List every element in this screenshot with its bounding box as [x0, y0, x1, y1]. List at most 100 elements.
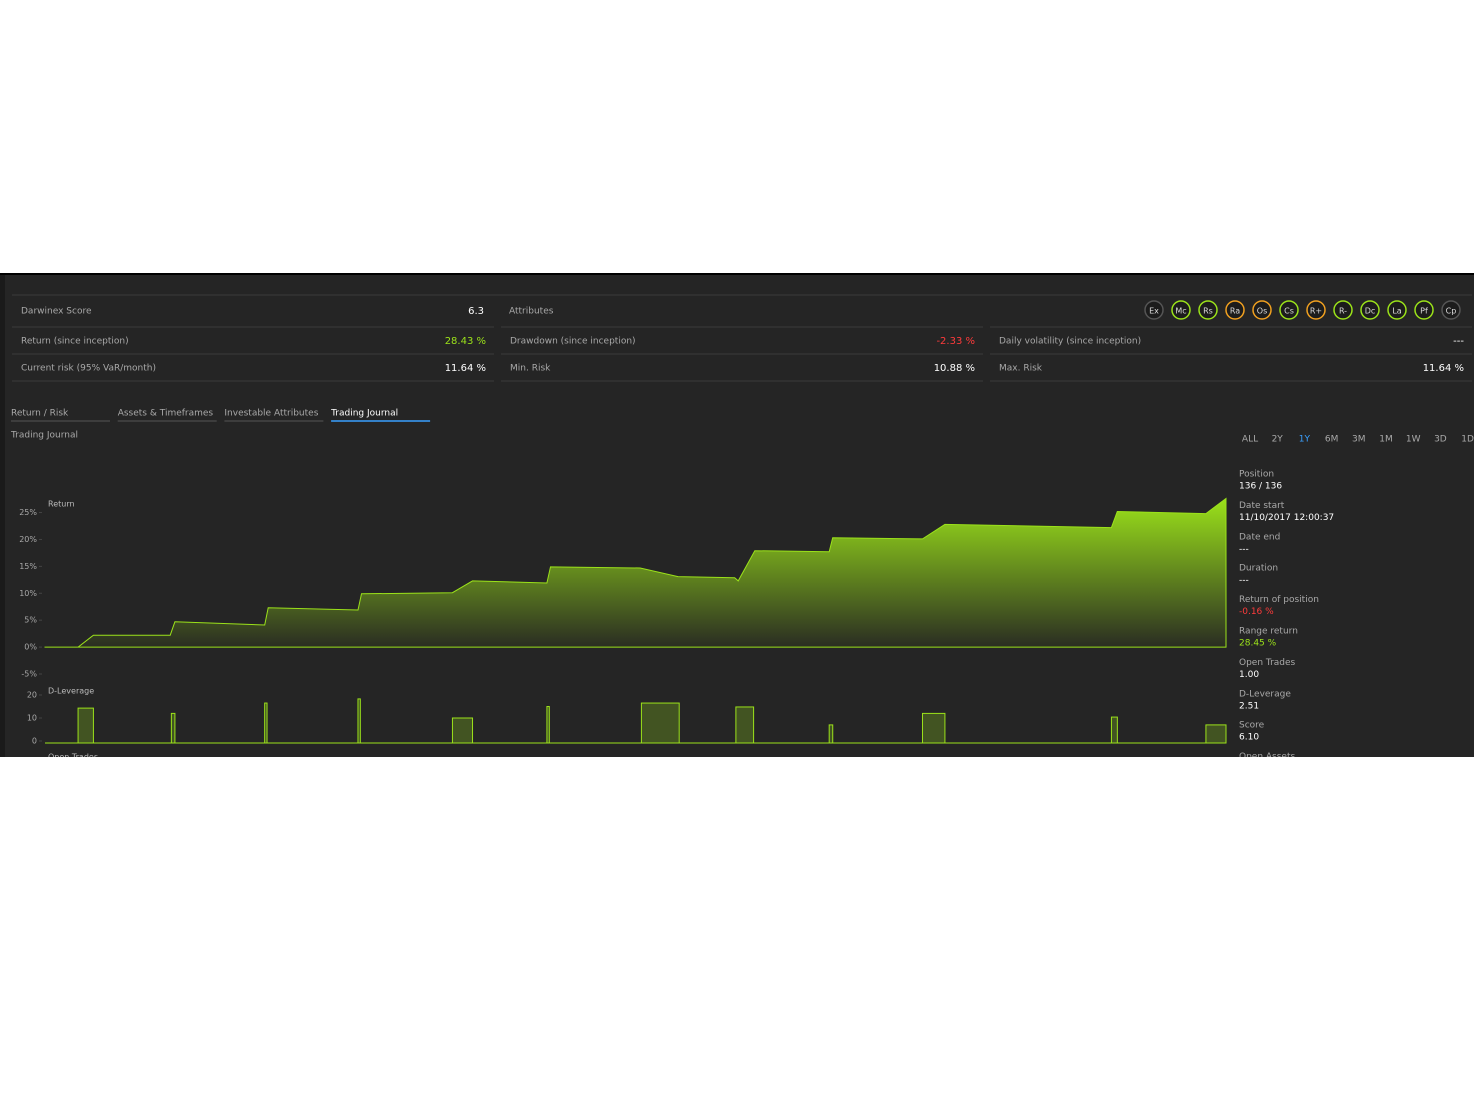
detail-value: 11/10/2017 12:00:37	[1239, 513, 1334, 523]
bar	[170, 712, 176, 744]
range-button[interactable]: 3M	[1352, 435, 1366, 445]
y-tick-label: 10%	[19, 589, 37, 598]
badge-text: Dc	[1365, 307, 1376, 316]
metric-label: Drawdown (since inception)	[510, 337, 636, 347]
range-button[interactable]: ALL	[1242, 435, 1258, 445]
tab[interactable]: Assets & Timeframes	[118, 409, 214, 419]
bar	[921, 712, 946, 744]
bar	[1110, 716, 1118, 744]
y-tick-label: 20%	[19, 535, 37, 544]
bar	[77, 707, 94, 744]
badge-text: Pf	[1420, 307, 1428, 316]
metric-value: 11.64 %	[1423, 363, 1464, 374]
badge-text: Ex	[1149, 307, 1159, 316]
bar	[828, 724, 834, 744]
y-tick-label: 15%	[19, 562, 37, 571]
darwin-panel: Darwinex Score 6.3 Attributes Trading Jo…	[0, 273, 1474, 762]
metric-value: 10.88 %	[934, 363, 975, 374]
detail-label: Position	[1239, 470, 1274, 480]
range-button[interactable]: 6M	[1325, 435, 1339, 445]
tab[interactable]: Return / Risk	[11, 409, 69, 419]
detail-value: 28.45 %	[1239, 639, 1277, 649]
metric-label: Current risk (95% VaR/month)	[21, 364, 156, 374]
badge-ring	[1144, 300, 1164, 320]
detail-label: Date start	[1239, 501, 1285, 511]
score-label: Darwinex Score	[21, 307, 92, 317]
bar	[451, 717, 474, 744]
bar	[546, 706, 550, 744]
badge-text: Rs	[1203, 307, 1213, 316]
badge-text: R-	[1339, 307, 1347, 316]
metric-label: Max. Risk	[999, 364, 1043, 374]
detail-value: ---	[1239, 544, 1249, 554]
badge-ring	[1198, 300, 1218, 320]
badge-text: Cp	[1446, 307, 1457, 316]
badge-ring	[1333, 300, 1353, 320]
tab[interactable]: Trading Journal	[330, 409, 398, 419]
score-value: 6.3	[468, 306, 484, 317]
y-tick-label: 25%	[19, 508, 37, 517]
badge-ring	[1360, 300, 1380, 320]
detail-label: Score	[1239, 721, 1265, 731]
y-tick-label: 0%	[24, 643, 37, 652]
detail-label: D-Leverage	[1239, 689, 1291, 699]
badge-ring	[1171, 300, 1191, 320]
badge-ring	[1387, 300, 1407, 320]
left-strip	[0, 273, 5, 757]
metric-value: ---	[1453, 336, 1464, 347]
bar	[357, 698, 361, 744]
tab[interactable]: Investable Attributes	[224, 409, 318, 419]
detail-value: 136 / 136	[1239, 482, 1282, 492]
badge-text: R+	[1310, 307, 1322, 316]
metric-value: 11.64 %	[445, 363, 486, 374]
metric-label: Min. Risk	[510, 364, 551, 374]
badge-text: La	[1392, 307, 1401, 316]
badge-text: Cs	[1284, 307, 1294, 316]
detail-value: ---	[1239, 576, 1249, 586]
range-button[interactable]: 3D	[1434, 435, 1447, 445]
chart-label: Open Trades	[48, 753, 98, 762]
range-button[interactable]: 1M	[1379, 435, 1393, 445]
range-button[interactable]: 1D	[1461, 435, 1474, 445]
metric-value: 28.43 %	[445, 336, 486, 347]
badge-ring	[1414, 300, 1434, 320]
detail-label: Range return	[1239, 627, 1298, 637]
detail-label: Date end	[1239, 532, 1280, 542]
y-tick-label: 5%	[24, 616, 37, 625]
bar	[735, 706, 755, 744]
y-tick-label: 0	[32, 737, 37, 746]
badge-ring	[1306, 300, 1326, 320]
metric-label: Return (since inception)	[21, 337, 129, 347]
attributes-label: Attributes	[509, 307, 554, 317]
range-button[interactable]: 2Y	[1272, 435, 1284, 445]
detail-label: Return of position	[1239, 595, 1319, 605]
badge-ring	[1225, 300, 1245, 320]
badge-ring	[1441, 300, 1461, 320]
chart-label: D-Leverage	[48, 687, 94, 696]
y-tick-label: -5%	[21, 670, 37, 679]
badge-ring	[1252, 300, 1272, 320]
bar	[264, 702, 268, 744]
bar	[640, 702, 680, 744]
detail-label: Open Assets	[1239, 752, 1295, 762]
detail-value: 6.10	[1239, 733, 1259, 743]
y-tick-label: 10	[27, 714, 37, 723]
badge-text: Ra	[1230, 307, 1240, 316]
section-title: Trading Journal	[10, 431, 78, 441]
range-button[interactable]: 1W	[1406, 435, 1421, 445]
detail-label: Open Trades	[1239, 658, 1296, 668]
detail-value: 2.51	[1239, 701, 1259, 711]
metric-value: -2.33 %	[936, 336, 975, 347]
badge-text: Os	[1257, 307, 1267, 316]
y-tick-label: 20	[27, 691, 37, 700]
return-area	[44, 497, 1227, 648]
detail-value: 1.00	[1239, 670, 1259, 680]
badge-ring	[1279, 300, 1299, 320]
metric-label: Daily volatility (since inception)	[999, 337, 1141, 347]
badge-text: Mc	[1175, 307, 1186, 316]
detail-label: Duration	[1239, 564, 1278, 574]
bar	[1205, 724, 1227, 744]
range-button[interactable]: 1Y	[1299, 435, 1311, 445]
